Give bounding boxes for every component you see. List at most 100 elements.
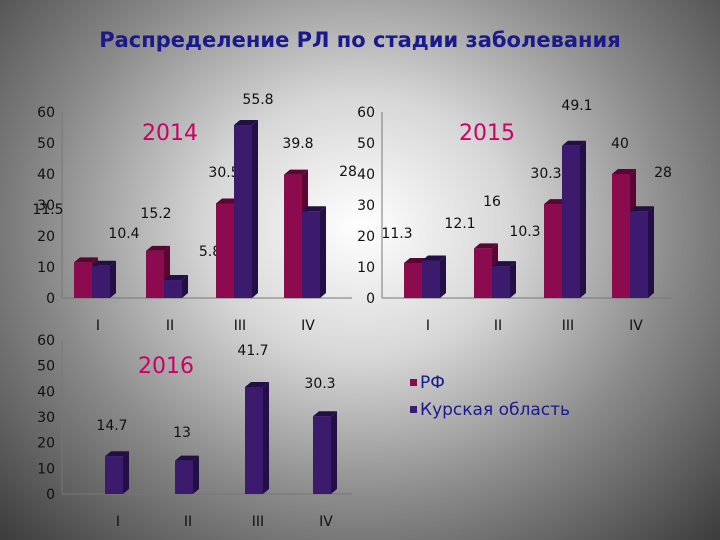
chart-0-data-label: 15.2 — [140, 206, 171, 222]
chart-0-bar-kursk-top — [302, 206, 326, 212]
chart-2-data-label: 13 — [173, 425, 191, 441]
chart-0-bar-kursk — [302, 211, 320, 298]
chart-1-bar-kursk — [630, 211, 648, 298]
chart-0-y-tick: 10 — [37, 260, 55, 276]
chart-1-bar-rf-top — [474, 243, 498, 249]
chart-0-data-label: 10.4 — [108, 226, 139, 242]
chart-1-bar-rf — [612, 174, 630, 298]
chart-1-bar-rf-top — [612, 169, 636, 174]
chart-0-bar-kursk-top — [234, 120, 258, 126]
chart-1-data-label: 16 — [483, 194, 501, 210]
chart-1-bar-kursk-top — [630, 206, 654, 212]
page-title: Распределение РЛ по стадии заболевания — [99, 28, 621, 52]
chart-2-y-tick: 40 — [37, 384, 55, 400]
chart-1-y-tick: 10 — [357, 260, 375, 276]
chart-1-bar-kursk-top — [492, 261, 516, 267]
chart-1-bar-kursk — [422, 260, 440, 298]
chart-1-bar-kursk — [562, 145, 580, 298]
chart-2-category-label: II — [184, 514, 192, 530]
chart-2-y-tick: 60 — [37, 333, 55, 349]
chart-0-bar-rf — [146, 250, 164, 298]
chart-1-data-label: 10.3 — [509, 224, 540, 240]
chart-0-bar-kursk-side — [182, 275, 188, 298]
chart-2-y-tick: 30 — [37, 410, 55, 426]
chart-2-bar-kursk-side — [331, 411, 337, 494]
chart-2-y-tick: 10 — [37, 461, 55, 477]
legend-label-0: РФ — [420, 373, 445, 393]
chart-0-category-label: III — [234, 318, 246, 334]
chart-1-data-label: 12.1 — [444, 216, 475, 232]
chart-1-bar-kursk-side — [440, 255, 446, 298]
chart-1-bar-kursk — [492, 266, 510, 298]
chart-1-data-label: 49.1 — [561, 98, 592, 114]
chart-0-y-tick: 30 — [37, 198, 55, 214]
chart-0-data-label: 30.5 — [208, 165, 239, 181]
chart-2-data-label: 41.7 — [237, 343, 268, 359]
chart-0-category-label: II — [166, 318, 174, 334]
chart-0-category-label: I — [96, 318, 100, 334]
chart-2-bar-kursk-side — [263, 381, 269, 494]
chart-0-bar-kursk-top — [164, 275, 188, 281]
chart-2-data-label: 30.3 — [304, 376, 335, 392]
chart-0-category-label: IV — [301, 318, 315, 334]
chart-2-bar-kursk-top — [175, 455, 199, 461]
chart-1-y-tick: 40 — [357, 167, 375, 183]
chart-0-data-label: 39.8 — [282, 136, 313, 152]
chart-0-bar-rf-top — [284, 169, 308, 175]
chart-0-bar-kursk — [92, 265, 110, 298]
chart-0-bar-kursk-side — [320, 206, 326, 298]
chart-1-y-tick: 60 — [357, 105, 375, 121]
chart-2-category-label: III — [252, 514, 264, 530]
chart-2-bar-kursk — [245, 386, 263, 494]
chart-0-data-label: 11.5 — [32, 202, 63, 218]
chart-1-bar-kursk-side — [510, 261, 516, 298]
chart-1-category-label: II — [494, 318, 502, 334]
chart-0-data-label: 28 — [339, 164, 357, 180]
chart-2-y-tick: 0 — [46, 487, 55, 503]
chart-0-bar-rf-top — [74, 257, 98, 263]
chart-0-bar-kursk-side — [110, 260, 116, 298]
chart-0-bar-rf — [74, 262, 92, 298]
chart-0-bar-kursk — [234, 125, 252, 299]
chart-1-y-tick: 20 — [357, 229, 375, 245]
chart-2-y-tick: 50 — [37, 359, 55, 375]
chart-2-category-label: IV — [319, 514, 333, 530]
chart-0-bar-rf — [216, 203, 234, 298]
chart-2-bar-kursk — [175, 460, 193, 494]
chart-1-category-label: I — [426, 318, 430, 334]
chart-0-y-tick: 20 — [37, 229, 55, 245]
chart-0-data-label: 55.8 — [242, 92, 273, 108]
chart-0-bar-kursk-side — [252, 120, 258, 299]
chart-0-bar-kursk — [164, 280, 182, 298]
chart-0-y-tick: 60 — [37, 105, 55, 121]
chart-1-bar-kursk-top — [422, 255, 446, 261]
chart-2-bar-kursk-top — [313, 411, 337, 417]
chart-1-y-tick: 0 — [366, 291, 375, 307]
chart-1-bar-rf — [544, 204, 562, 298]
chart-2-bar-kursk — [313, 416, 331, 494]
legend-label-1: Курская область — [420, 400, 570, 420]
chart-2-data-label: 14.7 — [96, 418, 127, 434]
chart-2-y-tick: 20 — [37, 436, 55, 452]
chart-2-bar-kursk — [105, 456, 123, 494]
chart-1-bar-rf — [404, 262, 422, 298]
chart-0-bar-kursk-top — [92, 260, 116, 266]
chart-1-y-tick: 50 — [357, 136, 375, 152]
chart-1-category-label: IV — [629, 318, 643, 334]
chart-0-bar-rf — [284, 174, 302, 298]
chart-1-category-label: III — [562, 318, 574, 334]
chart-1-data-label: 28 — [654, 165, 672, 181]
chart-2-bar-kursk-top — [105, 451, 129, 457]
legend-swatch-0 — [410, 379, 417, 386]
chart-1-y-tick: 30 — [357, 198, 375, 214]
chart-1-bar-rf — [474, 248, 492, 298]
chart-1-data-label: 40 — [611, 136, 629, 152]
chart-1-data-label: 11.3 — [381, 226, 412, 242]
chart-2-title: 2016 — [138, 354, 194, 379]
chart-0-y-tick: 50 — [37, 136, 55, 152]
chart-2-bar-kursk-side — [123, 451, 129, 494]
chart-1-title: 2015 — [459, 121, 515, 146]
chart-1-bar-kursk-side — [648, 206, 654, 298]
chart-1-data-label: 30.3 — [530, 166, 561, 182]
chart-2-bar-kursk-side — [193, 455, 199, 494]
